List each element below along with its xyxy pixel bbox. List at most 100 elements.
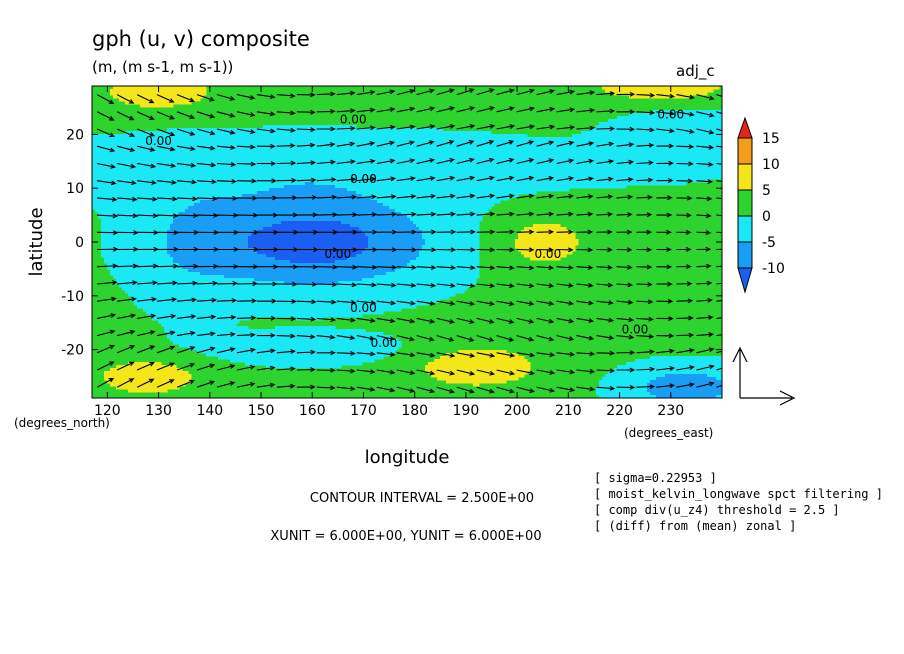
field-cell: [179, 134, 183, 138]
field-cell: [458, 149, 462, 153]
field-cell: [125, 149, 129, 153]
field-cell: [185, 92, 189, 96]
field-cell: [116, 140, 120, 144]
field-cell: [260, 167, 264, 171]
field-cell: [281, 146, 285, 150]
field-cell: [383, 170, 387, 174]
field-cell: [593, 182, 597, 186]
field-cell: [239, 188, 243, 192]
field-cell: [353, 194, 357, 198]
field-cell: [170, 89, 174, 93]
field-cell: [104, 176, 108, 180]
field-cell: [308, 146, 312, 150]
field-cell: [647, 173, 651, 177]
field-cell: [146, 137, 150, 141]
field-cell: [95, 164, 99, 168]
field-cell: [605, 128, 609, 132]
field-cell: [458, 173, 462, 177]
field-cell: [692, 140, 696, 144]
field-cell: [626, 155, 630, 159]
field-cell: [677, 161, 681, 165]
field-cell: [218, 161, 222, 165]
field-cell: [188, 176, 192, 180]
field-cell: [161, 89, 165, 93]
field-cell: [428, 158, 432, 162]
field-cell: [305, 170, 309, 174]
field-cell: [611, 182, 615, 186]
field-cell: [674, 155, 678, 159]
field-cell: [323, 134, 327, 138]
field-cell: [164, 149, 168, 153]
field-cell: [575, 164, 579, 168]
field-cell: [719, 113, 722, 117]
field-cell: [440, 188, 444, 192]
field-cell: [329, 137, 333, 141]
field-cell: [410, 161, 414, 165]
field-cell: [323, 146, 327, 150]
field-cell: [719, 167, 722, 171]
field-cell: [680, 164, 684, 168]
field-cell: [281, 188, 285, 192]
field-cell: [125, 95, 129, 99]
field-cell: [344, 191, 348, 195]
field-cell: [374, 161, 378, 165]
field-cell: [161, 191, 165, 195]
field-cell: [419, 134, 423, 138]
field-cell: [353, 185, 357, 189]
field-cell: [479, 188, 483, 192]
field-cell: [665, 170, 669, 174]
field-cell: [254, 143, 258, 147]
field-cell: [206, 140, 210, 144]
field-cell: [425, 137, 429, 141]
field-cell: [623, 140, 627, 144]
field-cell: [668, 173, 672, 177]
field-cell: [221, 137, 225, 141]
field-cell: [662, 131, 666, 135]
field-cell: [92, 152, 96, 156]
field-cell: [710, 86, 714, 90]
field-cell: [647, 86, 651, 90]
field-cell: [671, 155, 675, 159]
field-cell: [512, 170, 516, 174]
field-cell: [191, 167, 195, 171]
field-cell: [296, 128, 300, 132]
field-cell: [644, 170, 648, 174]
field-cell: [530, 173, 534, 177]
field-cell: [98, 137, 102, 141]
field-cell: [116, 176, 120, 180]
field-cell: [479, 149, 483, 153]
field-cell: [146, 89, 150, 93]
field-cell: [710, 125, 714, 129]
field-cell: [569, 167, 573, 171]
field-cell: [113, 176, 117, 180]
field-cell: [125, 170, 129, 174]
field-cell: [578, 137, 582, 141]
field-cell: [314, 191, 318, 195]
field-cell: [704, 143, 708, 147]
field-cell: [593, 173, 597, 177]
field-cell: [221, 155, 225, 159]
field-cell: [182, 137, 186, 141]
field-cell: [416, 140, 420, 144]
field-cell: [659, 161, 663, 165]
field-cell: [128, 155, 132, 159]
field-cell: [524, 182, 528, 186]
field-cell: [359, 152, 363, 156]
field-cell: [245, 155, 249, 159]
field-cell: [662, 122, 666, 126]
field-cell: [320, 152, 324, 156]
field-cell: [548, 152, 552, 156]
field-cell: [233, 185, 237, 189]
field-cell: [308, 137, 312, 141]
field-cell: [212, 158, 216, 162]
field-cell: [422, 152, 426, 156]
field-cell: [128, 86, 132, 90]
field-cell: [692, 86, 696, 90]
field-cell: [677, 140, 681, 144]
field-cell: [134, 155, 138, 159]
field-cell: [374, 149, 378, 153]
field-cell: [686, 131, 690, 135]
field-cell: [458, 179, 462, 183]
field-cell: [638, 95, 642, 99]
field-cell: [653, 179, 657, 183]
